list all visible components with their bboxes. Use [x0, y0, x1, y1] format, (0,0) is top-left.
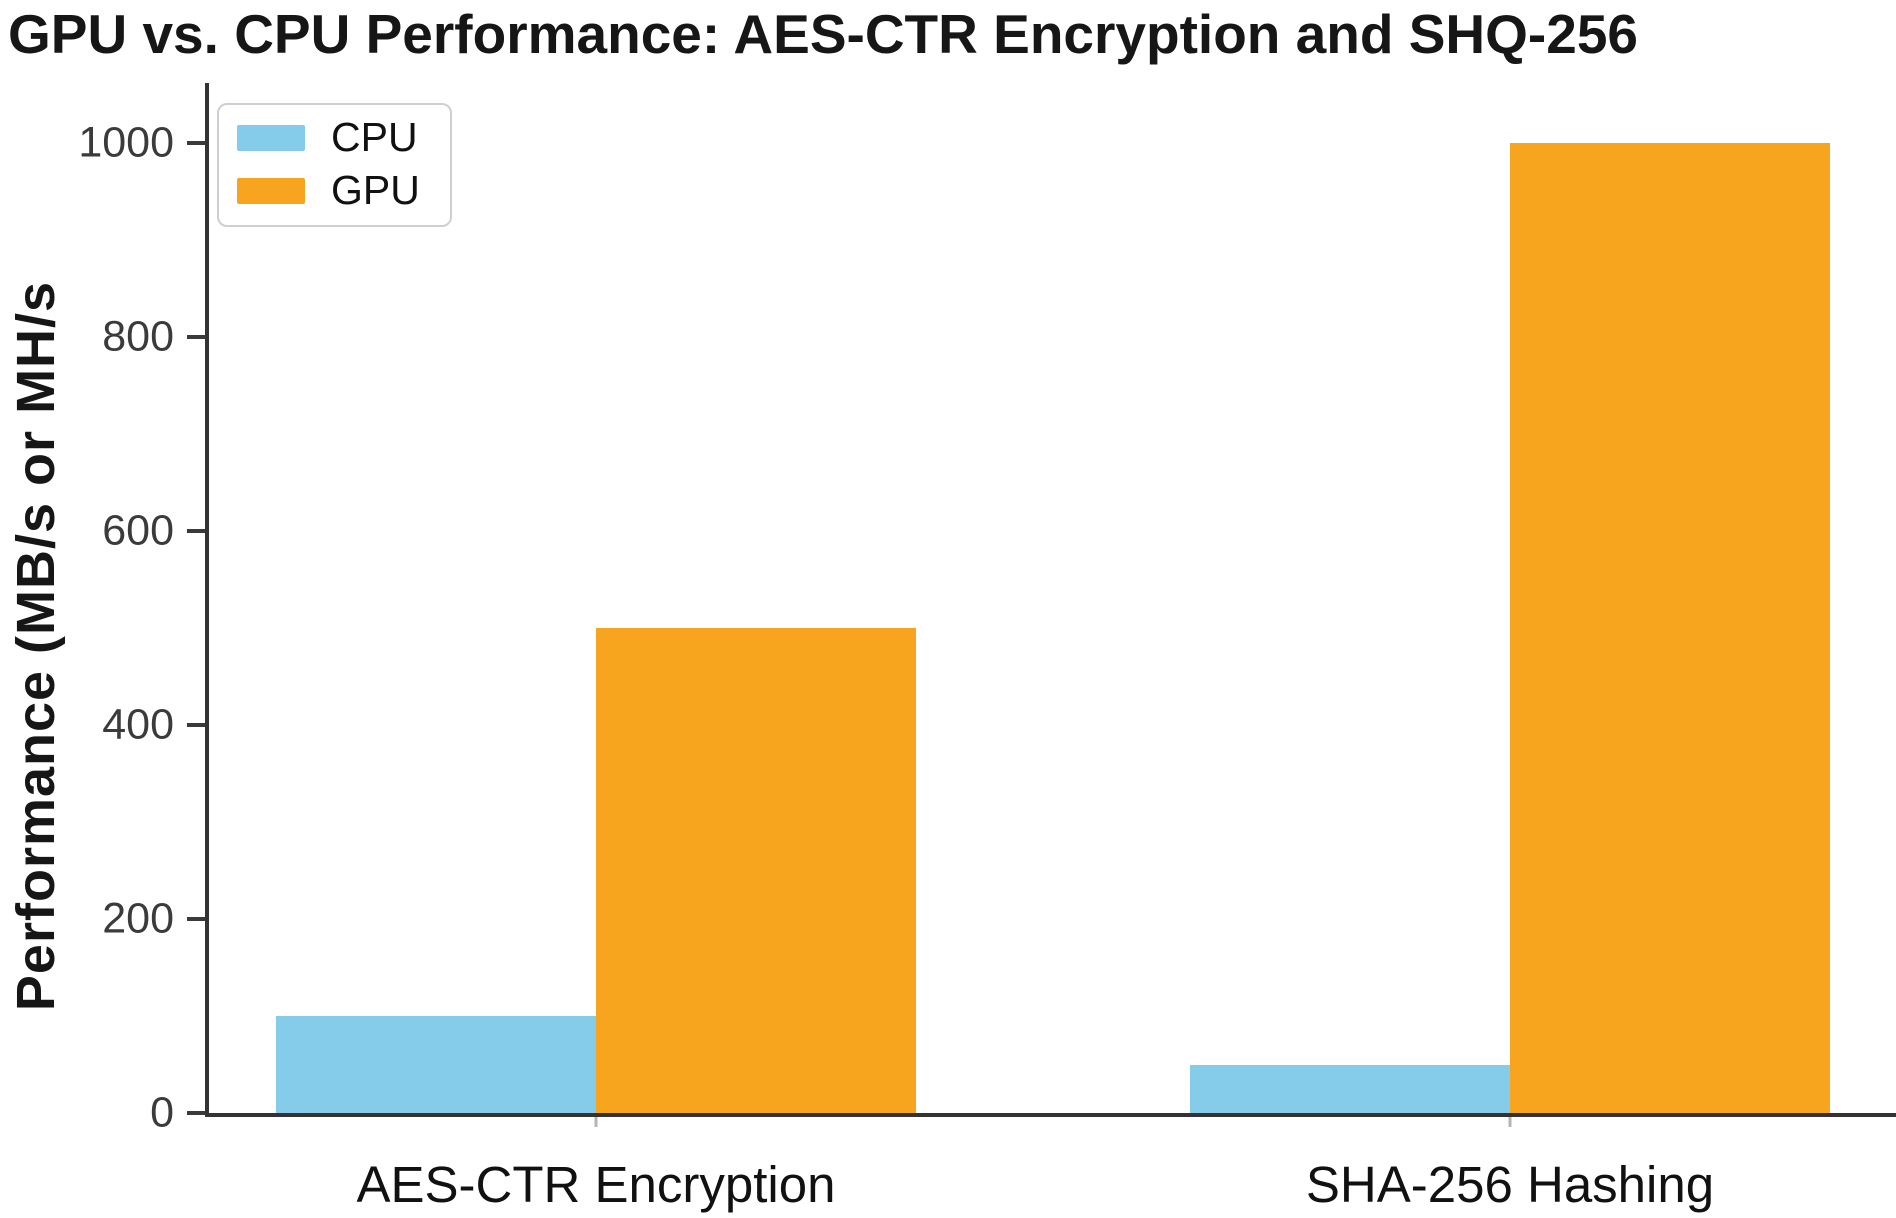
y-tick-mark: [187, 723, 205, 728]
legend: CPU GPU: [217, 103, 452, 227]
x-tick-mark: [1508, 1117, 1512, 1127]
y-tick-label: 600: [102, 506, 174, 555]
legend-label: GPU: [331, 167, 420, 213]
bar-gpu-1: [1510, 143, 1830, 1113]
y-tick-mark: [187, 335, 205, 340]
x-category-label: AES-CTR Encryption: [356, 1156, 836, 1213]
y-tick-label: 800: [102, 312, 174, 361]
y-tick-label: 200: [102, 894, 174, 943]
legend-swatch-cpu: [237, 124, 305, 151]
legend-entry-cpu: CPU: [237, 117, 420, 158]
y-tick-mark: [187, 529, 205, 534]
plot-area: 0 200 400 600 800 1000 AES-CTR Encryption SHA-…: [78, 83, 1896, 1213]
bar-cpu-0: [276, 1016, 596, 1113]
bar-gpu-0: [596, 628, 916, 1113]
y-tick-label: 1000: [78, 118, 174, 167]
y-tick-mark: [187, 917, 205, 922]
x-tick-mark: [594, 1117, 598, 1127]
legend-label: CPU: [331, 114, 418, 160]
legend-swatch-gpu: [237, 177, 305, 204]
y-tick-label: 400: [102, 700, 174, 749]
y-tick-mark: [187, 1111, 205, 1115]
y-tick-label: 0: [150, 1088, 174, 1137]
bar-cpu-1: [1190, 1064, 1510, 1113]
legend-entry-gpu: GPU: [237, 170, 420, 211]
x-category-label: SHA-256 Hashing: [1305, 1156, 1715, 1213]
chart-title: GPU vs. CPU Performance: AES-CTR Encrypt…: [8, 3, 1638, 65]
y-tick-mark: [187, 141, 205, 146]
